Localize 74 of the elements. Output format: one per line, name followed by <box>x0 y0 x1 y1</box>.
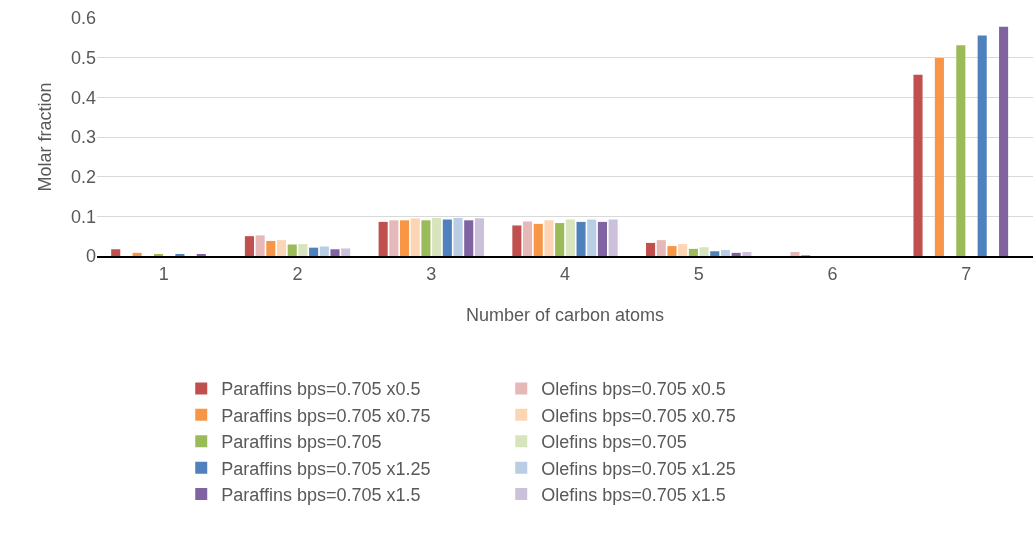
y-tick-label: 0.3 <box>70 127 96 148</box>
bar <box>710 251 720 256</box>
bar <box>432 217 442 256</box>
bar <box>587 219 597 256</box>
x-tick-label: 6 <box>827 263 838 284</box>
bar <box>389 220 399 256</box>
bar <box>544 220 554 256</box>
bar <box>309 247 319 256</box>
bar <box>576 221 586 256</box>
bar <box>410 218 420 256</box>
bar <box>523 221 533 256</box>
legend-label: Paraffins bps=0.705 <box>221 432 382 453</box>
bar <box>319 246 329 256</box>
bar <box>555 223 565 256</box>
y-tick-label: 0 <box>85 246 96 267</box>
y-tick-label: 0.1 <box>70 206 96 227</box>
y-tick-label: 0.4 <box>70 87 96 108</box>
bar <box>464 220 474 256</box>
bar <box>678 244 688 256</box>
legend-label: Olefins bps=0.705 x0.5 <box>541 379 726 400</box>
x-tick-label: 4 <box>559 263 571 284</box>
legend-label: Paraffins bps=0.705 x0.5 <box>221 379 421 400</box>
y-tick-label: 0.2 <box>70 166 96 187</box>
bar <box>276 240 287 256</box>
bar <box>646 242 656 256</box>
bar <box>688 248 698 256</box>
bar <box>999 26 1009 256</box>
bar <box>656 240 666 256</box>
bar <box>512 225 522 256</box>
x-tick-label: 2 <box>292 263 303 284</box>
bar <box>913 74 923 256</box>
bar <box>453 217 463 256</box>
bar <box>298 244 308 256</box>
bar <box>699 247 709 256</box>
bar <box>266 240 276 256</box>
legend-label: Olefins bps=0.705 x0.75 <box>541 405 736 426</box>
bar <box>474 218 484 256</box>
y-axis-title: Molar fraction <box>35 82 55 192</box>
bar <box>111 249 121 256</box>
legend-label: Paraffins bps=0.705 x0.75 <box>221 405 431 426</box>
legend-label: Paraffins bps=0.705 x1.5 <box>221 485 421 506</box>
y-tick-label: 0.6 <box>70 8 96 29</box>
bar <box>287 244 297 256</box>
x-tick-label: 7 <box>961 263 972 284</box>
x-axis-title: Number of carbon atoms <box>465 305 665 325</box>
bar <box>255 235 265 256</box>
legend-label: Olefins bps=0.705 <box>541 432 687 453</box>
x-tick-label: 5 <box>693 263 704 284</box>
bar <box>244 236 254 256</box>
x-tick-label: 3 <box>426 263 437 284</box>
bar <box>341 248 351 256</box>
x-tick-label: 1 <box>158 263 169 284</box>
bar <box>977 35 987 256</box>
bar <box>934 58 944 256</box>
bar <box>442 219 452 256</box>
bar <box>565 219 575 256</box>
bar <box>790 252 800 256</box>
bar <box>597 221 607 256</box>
legend-label: Paraffins bps=0.705 x1.25 <box>221 458 431 479</box>
bar <box>132 252 142 256</box>
y-tick-label: 0.5 <box>70 47 96 68</box>
bar <box>667 246 677 256</box>
bar <box>731 252 741 256</box>
bar <box>378 221 388 256</box>
bar <box>330 249 340 256</box>
bar <box>400 220 410 256</box>
bar <box>956 45 966 256</box>
legend-label: Olefins bps=0.705 x1.25 <box>541 458 736 479</box>
bar <box>533 223 543 256</box>
bar <box>742 252 752 256</box>
legend-label: Olefins bps=0.705 x1.5 <box>541 485 726 506</box>
bar <box>421 220 431 256</box>
bar <box>720 250 730 256</box>
bar <box>608 219 618 256</box>
